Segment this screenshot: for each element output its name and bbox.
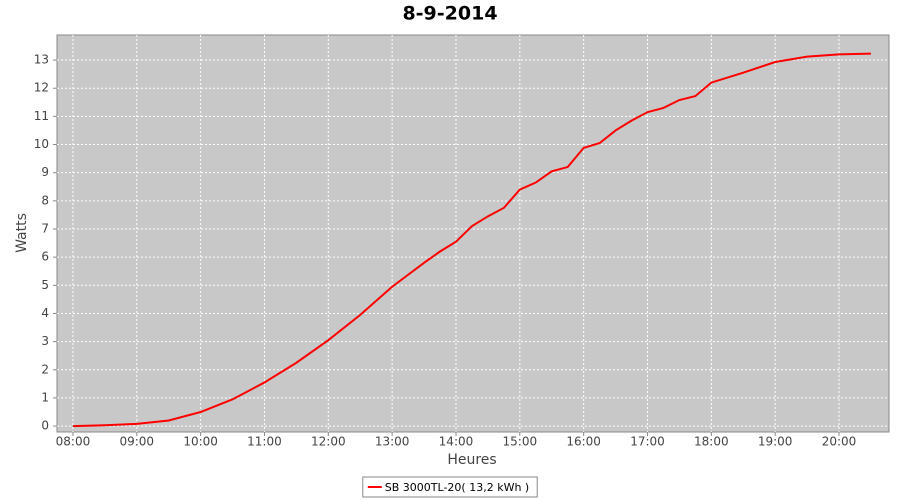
x-tick-label: 17:00 [630,435,665,449]
legend-label: SB 3000TL-20( 13,2 kWh ) [385,481,529,494]
x-tick-label: 11:00 [247,435,282,449]
x-tick-label: 08:00 [56,435,91,449]
x-tick-label: 12:00 [311,435,346,449]
y-axis-label: Watts [14,213,30,253]
y-tick-label: 6 [41,250,49,264]
y-tick-label: 5 [41,278,49,292]
y-tick-label: 11 [34,109,49,123]
y-tick-label: 3 [41,334,49,348]
y-tick-label: 7 [41,221,49,235]
y-tick-label: 12 [34,81,49,95]
x-tick-label: 18:00 [694,435,729,449]
x-tick-label: 15:00 [503,435,538,449]
line [72,52,871,428]
x-tick-label: 10:00 [183,435,218,449]
legend [362,476,538,498]
x-tick-label: 14:00 [439,435,474,449]
x-axis-label: Heures [447,452,496,468]
x-tick-label: 16:00 [566,435,601,449]
x-tick-label: 13:00 [375,435,410,449]
chart-title: 8-9-2014 [402,3,497,25]
y-tick-label: 0 [41,419,49,433]
x-tick-label: 19:00 [758,435,793,449]
y-tick-label: 8 [41,193,49,207]
x-tick-label: 20:00 [822,435,857,449]
y-tick-label: 2 [41,362,49,376]
y-tick-label: 9 [41,165,49,179]
x-tick-label: 09:00 [119,435,154,449]
plot-area [56,34,890,433]
y-tick-label: 1 [41,390,49,404]
y-tick-label: 4 [41,306,49,320]
y-tick-label: 13 [34,53,49,67]
y-tick-label: 10 [34,137,49,151]
